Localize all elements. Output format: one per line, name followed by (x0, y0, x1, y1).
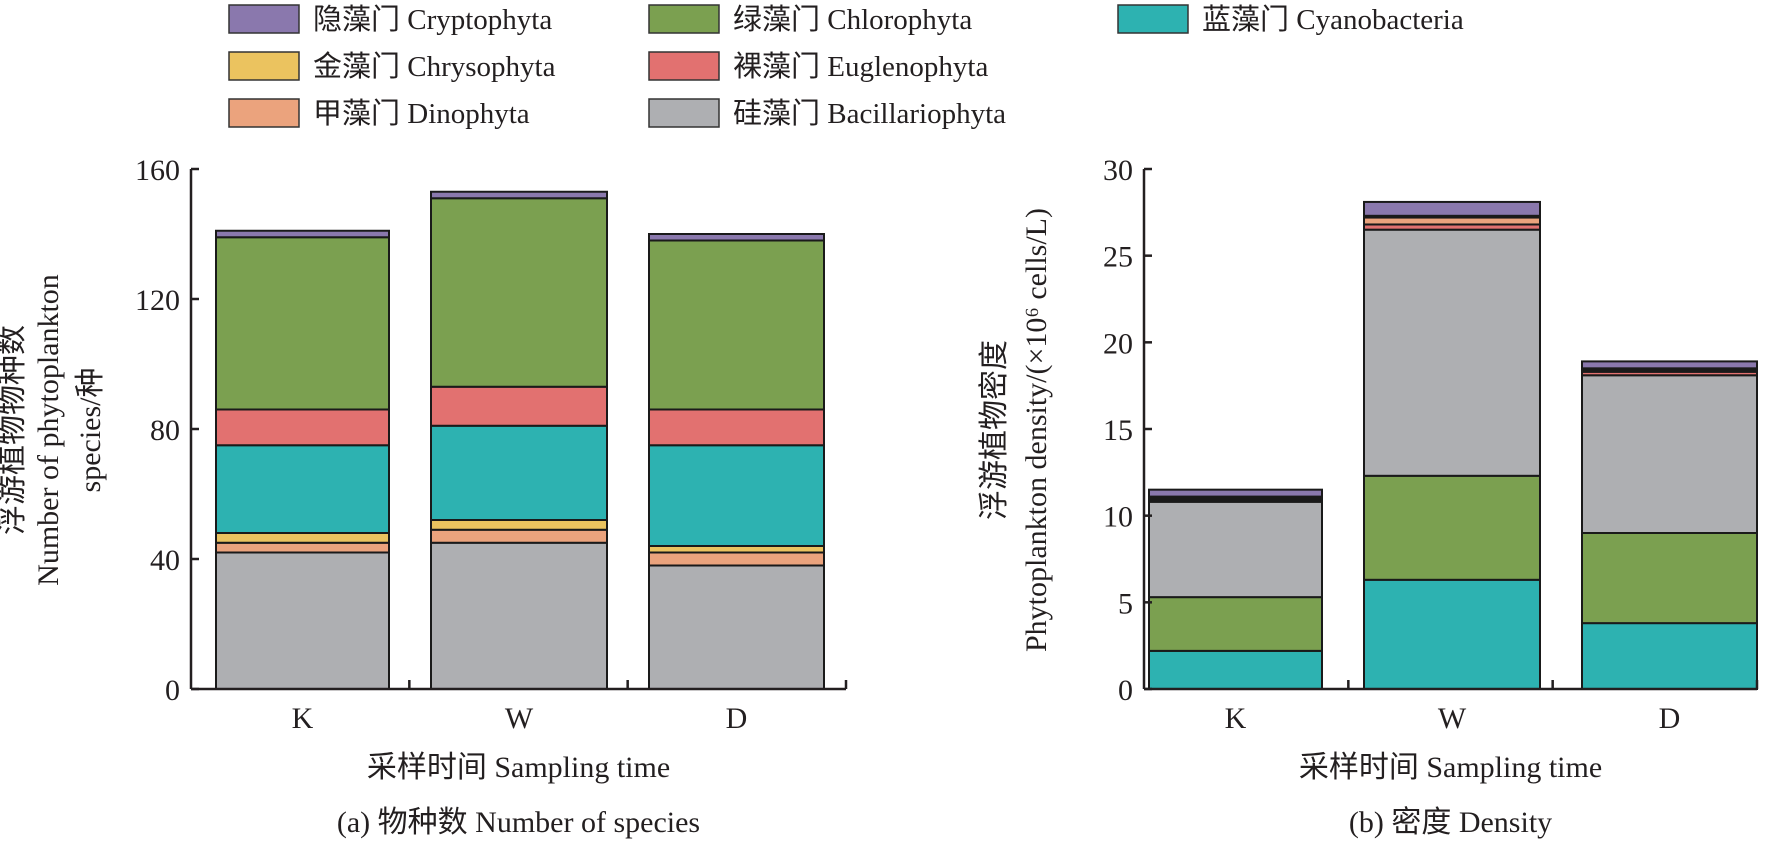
bac-swatch (648, 98, 720, 128)
legend-label: 裸藻门 Euglenophyta (733, 50, 988, 83)
bar-segment-chloro (1148, 596, 1323, 652)
x-tick-label: D (726, 702, 748, 735)
legend-label: 隐藻门 Cryptophyta (313, 3, 552, 36)
y-tick-label: 30 (1103, 154, 1133, 187)
bar-segment-crypto (1148, 488, 1323, 498)
bar-stack-D (648, 233, 825, 690)
species-chart: 0 40 80 120 160 K W D 采样时间 Sampling time (a) 物种数 … (0, 154, 848, 839)
y-axis-label: 浮游植物物种数 (0, 325, 29, 535)
bar-segment-chloro (648, 239, 825, 411)
chloro-swatch (648, 4, 720, 34)
y-tick-label: 120 (135, 284, 180, 317)
bar-segment-bac (1581, 374, 1758, 534)
y-tick-label: 160 (135, 154, 180, 187)
chryso-swatch (228, 51, 300, 81)
bar-segment-bac (430, 541, 608, 690)
bar-segment-crypto (430, 190, 608, 200)
legend-label: 绿藻门 Chlorophyta (733, 3, 972, 36)
y-axis-label: Number of phytoplankton (32, 274, 65, 586)
bar-segment-eugl (215, 408, 390, 447)
dino-swatch (228, 98, 300, 128)
y-tick-label: 40 (150, 544, 180, 577)
bar-stack-K (215, 229, 390, 690)
bar-segment-chloro (1363, 474, 1541, 581)
crypto-swatch (228, 4, 300, 34)
legend-item-eugl: 裸藻门 Euglenophyta (648, 50, 988, 83)
legend-label: 硅藻门 Bacillariophyta (733, 97, 1006, 130)
legend-label: 甲藻门 Dinophyta (313, 97, 530, 130)
y-axis-label: species/种 (74, 368, 107, 493)
y-tick-label: 15 (1103, 414, 1133, 447)
bar-segment-bac (648, 564, 825, 690)
bar-segment-cyano (1148, 649, 1323, 690)
bar-segment-chloro (1581, 532, 1758, 625)
bar-segment-chloro (215, 236, 390, 411)
density-chart: 0 5 10 15 20 25 30 K W D 采样时间 Sampling time (b) 密度 … (978, 154, 1759, 839)
y-tick-label: 0 (165, 674, 180, 707)
bar-segment-chryso (430, 519, 608, 531)
y-axis-label: 浮游植物密度 (978, 340, 1011, 520)
y-axis-label: Phytoplankton density/(×10⁶ cells/L) (1020, 208, 1053, 652)
bar-segment-bac (215, 551, 390, 690)
x-tick-label: W (1438, 702, 1467, 735)
bar-segment-crypto (1581, 360, 1758, 370)
chart-caption: (b) 密度 Density (1349, 806, 1552, 839)
y-tick-label: 5 (1118, 587, 1133, 620)
legend-label: 蓝藻门 Cyanobacteria (1202, 3, 1464, 36)
y-tick-label: 80 (150, 414, 180, 447)
bar-segment-cyano (1363, 578, 1541, 690)
x-tick-label: W (505, 702, 534, 735)
x-tick-label: K (1225, 702, 1247, 735)
legend-item-dino: 甲藻门 Dinophyta (228, 97, 530, 130)
bar-stack-K (1148, 488, 1323, 690)
bar-segment-dino (430, 528, 608, 544)
bar-segment-cyano (648, 444, 825, 547)
x-axis-label: 采样时间 Sampling time (1299, 751, 1602, 784)
bar-segment-cyano (430, 424, 608, 521)
bar-segment-cyano (215, 444, 390, 534)
y-tick-label: 10 (1103, 501, 1133, 534)
legend-item-chloro: 绿藻门 Chlorophyta (648, 3, 972, 36)
bar-segment-crypto (1363, 200, 1541, 217)
y-tick-label: 0 (1118, 674, 1133, 707)
bar-segment-bac (1363, 228, 1541, 477)
bar-segment-dino (215, 541, 390, 554)
eugl-swatch (648, 51, 720, 81)
legend-item-crypto: 隐藻门 Cryptophyta (228, 3, 552, 36)
bar-segment-crypto (648, 233, 825, 242)
x-axis-label: 采样时间 Sampling time (367, 751, 670, 784)
bar-segment-cyano (1581, 622, 1758, 691)
x-tick-label: K (292, 702, 314, 735)
x-tick-label: D (1659, 702, 1681, 735)
bar-segment-chloro (430, 197, 608, 388)
chart-caption: (a) 物种数 Number of species (337, 806, 700, 839)
bar-segment-bac (1148, 500, 1323, 599)
bar-segment-dino (648, 551, 825, 567)
bar-segment-eugl (648, 408, 825, 447)
legend-label: 金藻门 Chrysophyta (313, 50, 556, 83)
bar-stack-D (1581, 360, 1758, 691)
bar-segment-chryso (215, 532, 390, 544)
bar-stack-W (1363, 200, 1541, 690)
legend-item-chryso: 金藻门 Chrysophyta (228, 50, 556, 83)
cyano-swatch (1117, 4, 1189, 34)
y-tick-label: 25 (1103, 241, 1133, 274)
legend-item-bac: 硅藻门 Bacillariophyta (648, 97, 1006, 130)
bar-segment-eugl (430, 385, 608, 427)
bar-segment-dino (1363, 216, 1541, 226)
legend-item-cyano: 蓝藻门 Cyanobacteria (1117, 3, 1464, 36)
bar-stack-W (430, 190, 608, 690)
legend: 隐藻门 Cryptophyta 绿藻门 Chlorophyta 蓝藻门 Cyanob… (228, 3, 1464, 130)
bar-segment-crypto (215, 229, 390, 239)
y-tick-label: 20 (1103, 327, 1133, 360)
